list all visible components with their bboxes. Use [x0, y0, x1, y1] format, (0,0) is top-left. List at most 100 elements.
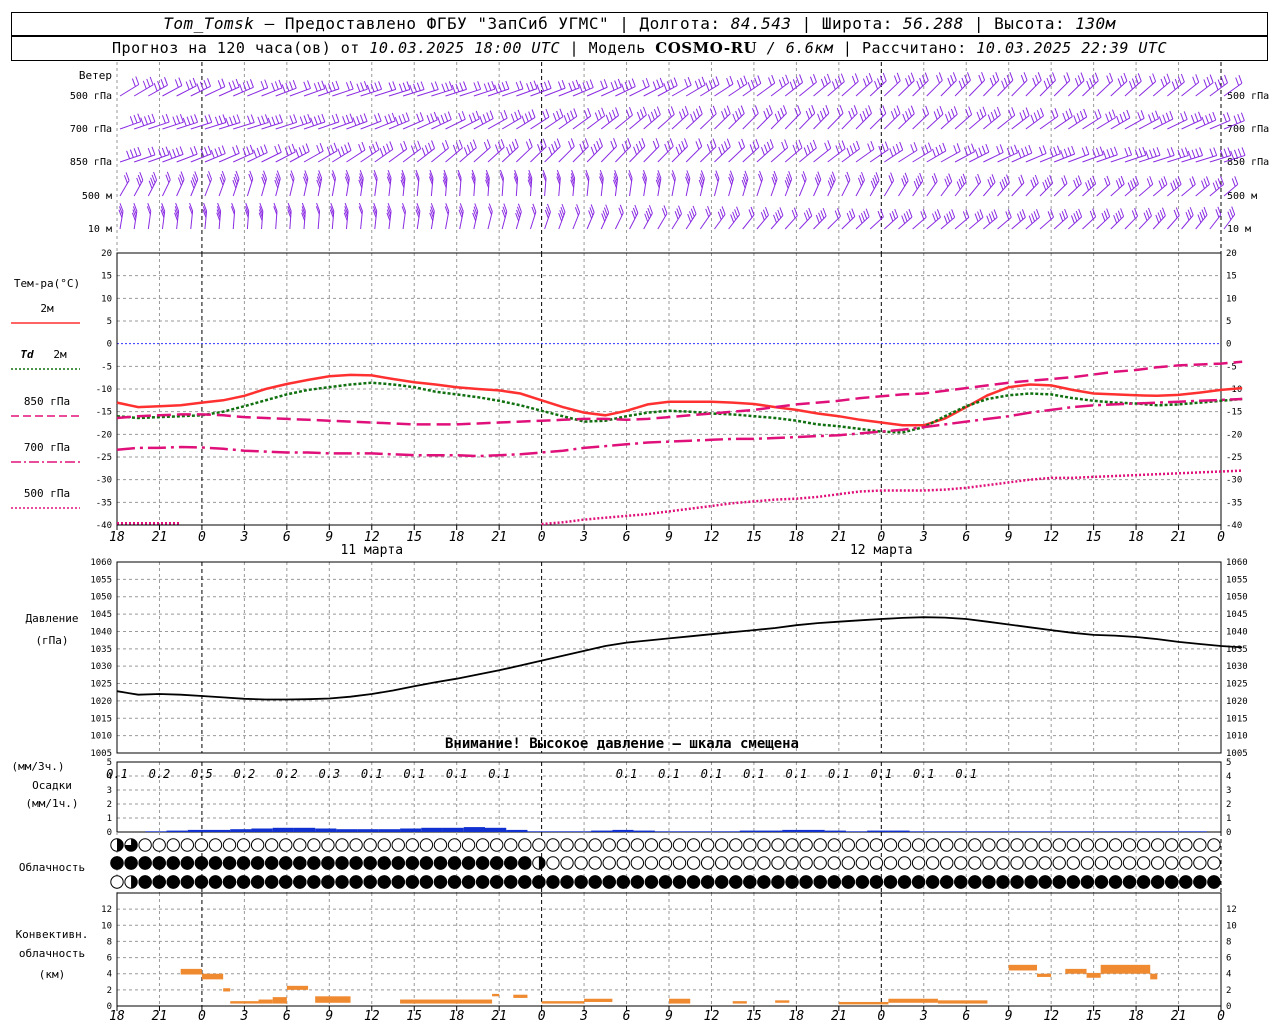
convective-hour-label: 0 — [1217, 1009, 1225, 1024]
wind-barb-feather — [870, 141, 875, 150]
wind-barb-feather — [558, 213, 563, 222]
wind-barb-feather — [1149, 176, 1154, 185]
wind-barb-feather — [582, 82, 587, 91]
wind-barb-feather — [629, 106, 633, 116]
wind-barb-feather — [813, 73, 817, 83]
pressure-series-line — [116, 616, 1243, 701]
wind-barb-feather — [655, 179, 660, 189]
wind-barb-feather — [919, 172, 924, 182]
wind-barb-feather — [303, 173, 308, 182]
wind-barb-feather — [967, 145, 972, 154]
wind-barb-feather — [942, 142, 947, 152]
wind-barb-feather — [932, 148, 936, 158]
wind-barb-staff — [898, 80, 915, 97]
temp-hour-label: 9 — [325, 530, 333, 545]
wind-barb-staff — [501, 146, 519, 163]
calc-label: | Рассчитано: — [842, 39, 967, 57]
wind-barb-feather — [356, 83, 361, 92]
wind-barb-staff — [247, 121, 269, 130]
wind-barb-feather — [698, 179, 703, 189]
wind-barb-feather — [893, 108, 898, 117]
wind-barb-feather — [752, 108, 756, 117]
wind-barb-feather — [851, 208, 856, 217]
wind-barb-staff — [954, 217, 970, 230]
cloud-circle — [180, 838, 195, 852]
wind-barb-feather — [471, 173, 476, 182]
wind-barb-feather — [627, 138, 632, 147]
wind-barb-feather — [401, 206, 406, 215]
cloud-circle — [546, 838, 560, 852]
wind-barb-feather — [257, 116, 262, 125]
precip-bar — [272, 827, 294, 832]
precip-bar — [697, 831, 719, 832]
wind-barb-feather — [667, 108, 672, 118]
wind-barb-feather — [642, 173, 647, 182]
wind-barb-staff — [388, 148, 408, 163]
wind-barb-feather — [560, 206, 565, 216]
wind-barb-staff — [303, 121, 326, 130]
wind-barb-feather — [1191, 176, 1196, 185]
cloud-fill-full — [1038, 875, 1052, 889]
cloud-symbol — [1179, 875, 1193, 889]
wind-barb-feather — [859, 174, 864, 184]
cloud-symbol — [433, 838, 448, 852]
wind-barb-feather — [288, 145, 293, 154]
wind-barb-feather — [388, 114, 393, 123]
wind-barb-feather — [253, 149, 258, 158]
wind-barb-staff — [600, 115, 619, 130]
wind-barb-staff — [1096, 154, 1118, 163]
wind-barb-feather — [817, 113, 822, 122]
pressure-ytick-left: 1050 — [90, 593, 112, 603]
wind-barb-feather — [642, 79, 647, 89]
calc-time: 10.03.2025 22:39 UTC — [976, 39, 1167, 57]
wind-barb-feather — [528, 169, 533, 179]
wind-barb-feather — [331, 173, 336, 182]
cloud-symbol — [982, 856, 996, 870]
wind-barb-feather — [633, 146, 638, 155]
wind-barb-feather — [987, 179, 992, 188]
wind-barb-feather — [1128, 146, 1133, 156]
cloud-fill-full — [321, 875, 335, 889]
cloud-fill-full — [982, 875, 996, 889]
cloud-symbol — [1179, 856, 1193, 870]
wind-barb-feather — [671, 170, 676, 179]
wind-barb-staff — [1110, 80, 1128, 97]
cloud-symbol — [785, 856, 799, 870]
wind-barb-feather — [235, 145, 240, 154]
wind-barb-feather — [540, 82, 545, 92]
cloud-symbol — [940, 838, 954, 852]
wind-barb-feather — [1081, 147, 1086, 156]
cloud-circle — [166, 838, 180, 852]
wind-barb-feather — [147, 202, 152, 212]
wind-barb-feather — [966, 72, 971, 81]
wind-barb-feather — [1116, 115, 1120, 125]
wind-barb-feather — [778, 79, 783, 88]
wind-barb-feather — [684, 138, 688, 147]
cloud-symbol — [532, 875, 546, 889]
cloud-symbol — [222, 875, 237, 889]
wind-barb-feather — [316, 179, 321, 189]
wind-barb-feather — [910, 72, 915, 81]
wind-barb-feather — [1076, 113, 1081, 122]
temp-ytick-right: 10 — [1226, 294, 1237, 304]
wind-barb-feather — [750, 79, 755, 89]
wind-barb-feather — [1123, 72, 1128, 82]
wind-barb-feather — [943, 215, 948, 224]
station-name: Tom_Tomsk — [163, 14, 255, 33]
wind-barb-feather — [501, 82, 506, 91]
wind-barb-staff — [162, 121, 184, 130]
temp-day-label: 11 марта — [340, 543, 403, 558]
cloud-circle — [743, 856, 757, 870]
pressure-ytick-left: 1060 — [90, 558, 112, 568]
wind-barb-feather — [388, 82, 393, 91]
cloud-fill-full — [1080, 875, 1095, 889]
wind-barb-feather — [164, 77, 168, 86]
wind-barb-feather — [218, 146, 223, 156]
wind-barb-feather — [726, 138, 731, 147]
wind-barb-feather — [705, 208, 710, 218]
wind-barb-staff — [1138, 81, 1156, 97]
wind-barb-feather — [964, 74, 969, 84]
wind-barb-feather — [1075, 177, 1080, 186]
wind-barb-feather — [823, 76, 828, 85]
cloud-fill-full — [321, 856, 335, 870]
